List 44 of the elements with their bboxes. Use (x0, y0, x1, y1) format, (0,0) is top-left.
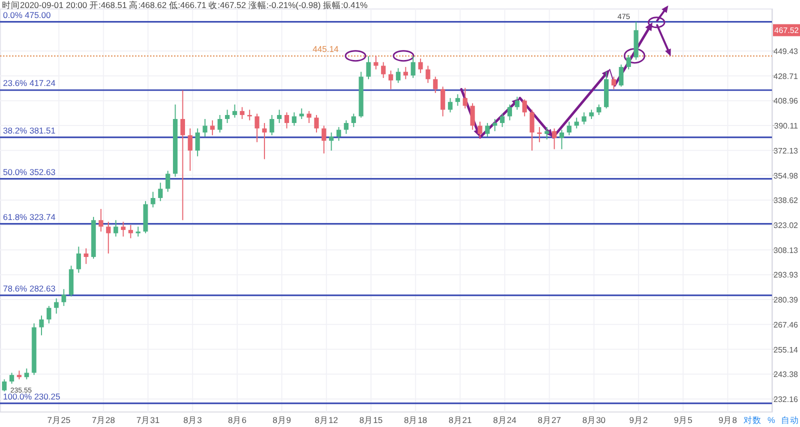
y-tick-label: 428.71 (774, 72, 799, 81)
y-tick-label: 280.39 (774, 296, 799, 305)
x-tick-label: 9月5 (674, 415, 693, 425)
y-tick-label: 255.14 (774, 345, 799, 354)
x-tick-label: 8月6 (228, 415, 247, 425)
x-tick-label: 9月2 (629, 415, 648, 425)
y-tick-label: 449.43 (774, 46, 799, 56)
text: % (767, 415, 776, 425)
ref-line-label: 50.0% 352.63 (3, 166, 56, 177)
y-tick-label: 293.93 (774, 270, 799, 280)
chart-title: 时间2020-09-01 20:00 开:468.51 高:468.62 低:466.71 收:467.52 涨幅:-0.21%(-0.98) 振幅:0.41% (2, 0, 368, 10)
x-tick-label: 8月21 (448, 415, 472, 425)
ref-line-label: 100.0% 230.25 (3, 391, 60, 402)
y-tick-label: 408.96 (774, 96, 799, 106)
x-tick-label: 8月18 (404, 415, 428, 425)
x-tick-label: 8月30 (582, 415, 606, 425)
annotation: 467.52 (774, 26, 800, 36)
text: 自动 (781, 415, 799, 425)
x-tick-label: 8月9 (272, 415, 292, 425)
y-tick-label: 390.11 (774, 122, 799, 131)
y-tick-label: 243.38 (774, 370, 799, 380)
x-tick-label: 8月3 (183, 415, 202, 425)
x-tick-label: 8月24 (493, 415, 517, 425)
x-tick-label: 7月31 (136, 415, 160, 425)
ref-line-label: 38.2% 381.51 (3, 125, 56, 136)
y-tick-label: 267.46 (774, 320, 799, 330)
y-tick-label: 372.13 (774, 146, 799, 156)
ref-line-label: 0.0% 475.00 (3, 10, 52, 20)
y-tick-label: 323.02 (774, 220, 799, 230)
x-tick-label: 7月28 (92, 415, 116, 425)
text: 对数 (743, 415, 762, 425)
y-tick-label: 338.62 (774, 196, 799, 206)
x-tick-label: 7月25 (47, 415, 71, 425)
ref-line-label: 61.8% 323.74 (3, 212, 56, 222)
y-tick-label: 232.16 (774, 394, 799, 404)
x-tick-label: 9月8 (718, 415, 738, 425)
x-tick-label: 8月27 (538, 415, 562, 425)
y-tick-label: 308.13 (774, 246, 799, 255)
x-tick-label: 8月15 (359, 415, 383, 425)
ref-line-label: 78.6% 282.63 (3, 283, 56, 294)
ref-line-label: 445.14 (312, 44, 339, 54)
ref-line-label: 23.6% 417.24 (3, 78, 56, 88)
x-tick-label: 8月12 (314, 415, 338, 425)
y-tick-label: 354.98 (774, 171, 799, 180)
